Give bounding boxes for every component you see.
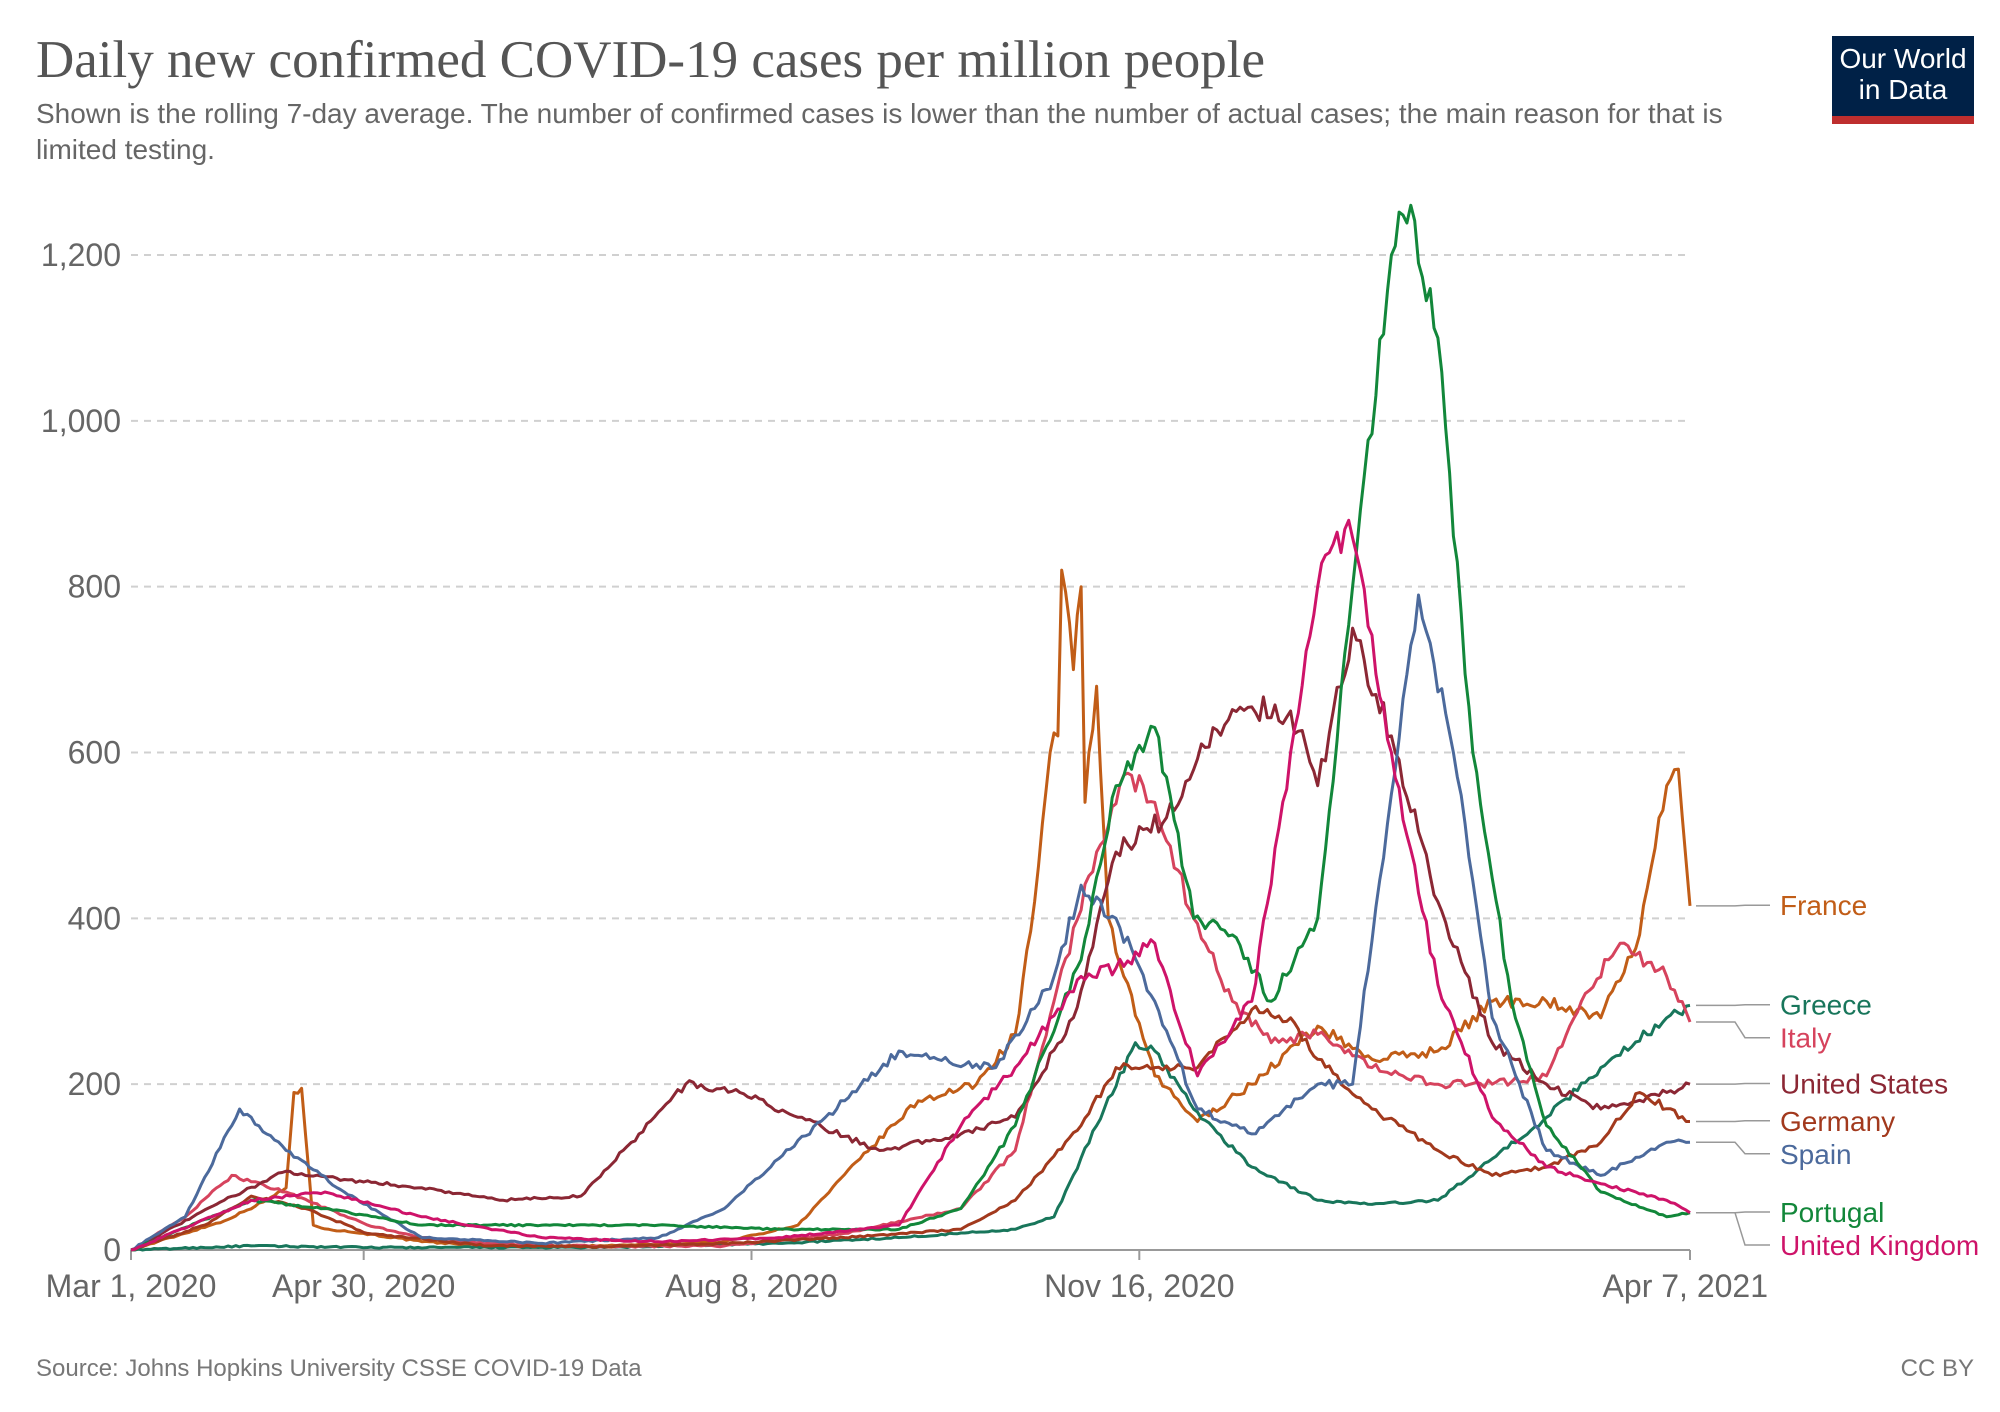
x-tick-label: Aug 8, 2020 <box>665 1268 838 1304</box>
series-line-greece <box>131 1003 1691 1252</box>
y-tick-label: 200 <box>68 1066 121 1102</box>
y-tick-label: 1,200 <box>41 237 121 273</box>
legend-connector-italy <box>1696 1021 1770 1039</box>
series-line-united-states <box>130 626 1691 1252</box>
legend-label-united-states: United States <box>1780 1068 1948 1099</box>
legend-connector-greece <box>1696 1003 1770 1007</box>
chart-subtitle: Shown is the rolling 7-day average. The … <box>36 98 1723 165</box>
legend-connector-spain <box>1696 1141 1770 1155</box>
legend-connector-france <box>1696 904 1770 907</box>
legend-label-france: France <box>1780 890 1867 921</box>
y-tick-label: 1,000 <box>41 403 121 439</box>
license-link[interactable]: CC BY <box>1900 1355 1974 1382</box>
legend-connector-germany <box>1696 1120 1770 1123</box>
chart-title: Daily new confirmed COVID-19 cases per m… <box>36 31 1265 89</box>
logo-accent-bar <box>1832 116 1974 124</box>
legend-label-portugal: Portugal <box>1780 1197 1884 1228</box>
series-line-germany <box>130 1004 1690 1252</box>
logo-line-2: in Data <box>1858 74 1948 105</box>
x-tick-label: Nov 16, 2020 <box>1044 1268 1234 1304</box>
series-line-portugal <box>130 203 1691 1252</box>
x-tick-label: Mar 1, 2020 <box>46 1268 217 1304</box>
x-tick-label: Apr 30, 2020 <box>272 1268 455 1304</box>
y-tick-label: 800 <box>68 569 121 605</box>
series-line-italy <box>130 771 1692 1252</box>
line-chart: 0 200 400 600 800 1,000 1,200 Mar 1, 2020 Apr 30… <box>41 203 1979 1304</box>
legend-label-united-kingdom: United Kingdom <box>1780 1230 1979 1261</box>
legend-label-spain: Spain <box>1780 1139 1852 1170</box>
legend-label-italy: Italy <box>1780 1023 1831 1054</box>
y-tick-label: 600 <box>68 735 121 771</box>
legend-connector-united-states <box>1696 1082 1770 1085</box>
series-line-spain <box>130 593 1691 1252</box>
series-line-united-kingdom <box>130 518 1691 1252</box>
y-tick-label: 0 <box>103 1232 121 1268</box>
logo-line-1: Our World <box>1839 43 1967 74</box>
source-note[interactable]: Source: Johns Hopkins University CSSE CO… <box>36 1355 642 1382</box>
x-tick-label: Apr 7, 2021 <box>1603 1268 1768 1304</box>
legend-connector-united-kingdom <box>1696 1211 1770 1246</box>
legend-label-greece: Greece <box>1780 990 1872 1021</box>
legend-label-germany: Germany <box>1780 1106 1895 1137</box>
owid-logo[interactable]: Our World in Data <box>1832 36 1974 124</box>
y-tick-label: 400 <box>68 900 121 936</box>
series-line-france <box>130 568 1692 1252</box>
